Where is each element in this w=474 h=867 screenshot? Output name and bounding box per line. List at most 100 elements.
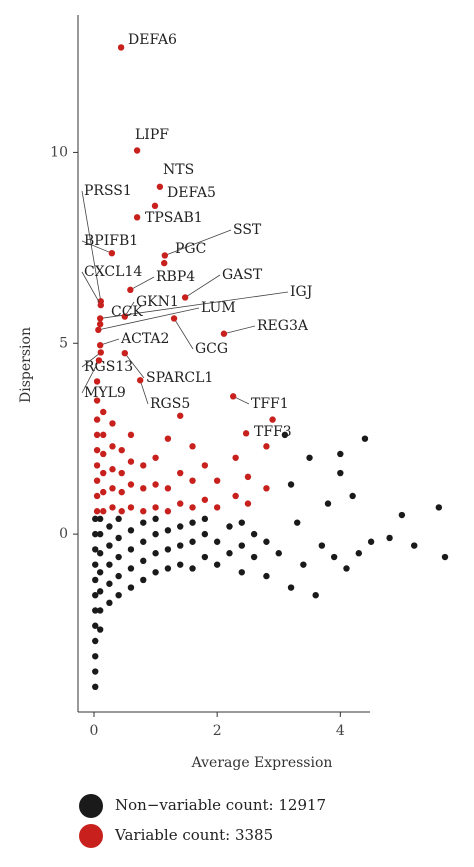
point	[164, 435, 172, 442]
annotated-point	[95, 357, 103, 364]
point	[244, 473, 252, 481]
point	[300, 561, 307, 568]
annotated-point	[108, 249, 116, 257]
point	[337, 469, 344, 477]
point	[92, 683, 99, 691]
leader-line	[139, 380, 149, 405]
point	[152, 530, 159, 538]
point	[96, 569, 104, 576]
point	[189, 443, 196, 450]
point	[177, 469, 184, 477]
leader-line	[98, 307, 200, 331]
point	[92, 530, 99, 538]
point	[269, 416, 276, 423]
x-tick-label: 0	[90, 723, 99, 739]
point	[92, 546, 99, 553]
point	[92, 622, 99, 629]
point	[127, 431, 135, 439]
annotated-point	[136, 377, 144, 384]
point	[106, 523, 113, 530]
annotated-point	[121, 349, 128, 357]
point	[201, 553, 209, 561]
point	[250, 553, 258, 561]
point	[189, 519, 196, 526]
leader-line	[164, 229, 232, 256]
point	[361, 435, 369, 442]
annotation-label: LIPF	[135, 127, 169, 143]
annotation-label: TFF1	[251, 396, 289, 412]
annotated-point	[161, 252, 169, 259]
point	[93, 397, 101, 404]
point	[343, 565, 350, 572]
point	[324, 500, 332, 507]
point	[152, 504, 159, 511]
point	[213, 561, 221, 568]
x-tick-label: 4	[336, 723, 345, 739]
annotation-label: SST	[233, 222, 262, 238]
point	[263, 485, 270, 492]
point	[213, 538, 221, 545]
annotation-label: TPSAB1	[145, 210, 203, 226]
annotated-point	[133, 214, 141, 221]
leader-line	[223, 325, 256, 335]
point	[226, 550, 233, 557]
point	[140, 538, 147, 545]
point	[92, 561, 99, 568]
point	[164, 527, 172, 534]
point	[244, 500, 252, 507]
annotation-label: GKN1	[136, 294, 179, 310]
point	[281, 431, 289, 439]
point	[164, 485, 172, 492]
point	[189, 504, 196, 511]
point	[93, 378, 101, 385]
point	[106, 599, 113, 607]
point	[96, 550, 104, 557]
annotation-label: ACTA2	[120, 331, 169, 347]
annotated-point	[127, 286, 134, 294]
point	[106, 542, 113, 549]
annotated-point	[95, 326, 102, 334]
point	[152, 515, 159, 523]
point	[127, 458, 135, 465]
point	[411, 542, 418, 549]
point	[152, 454, 159, 461]
point	[435, 504, 443, 511]
point	[92, 515, 99, 523]
annotated-point	[242, 430, 250, 437]
leader-line	[173, 318, 194, 350]
point	[100, 488, 107, 496]
point	[118, 508, 125, 515]
leader-line	[100, 291, 289, 319]
point	[127, 504, 135, 511]
point	[127, 481, 135, 488]
point	[226, 523, 233, 530]
point	[177, 561, 184, 568]
point	[201, 496, 209, 503]
y-tick-label: 0	[59, 526, 68, 542]
leader-line	[124, 352, 145, 379]
x-tick-label: 2	[213, 723, 222, 739]
point	[287, 584, 295, 591]
point	[177, 523, 184, 530]
annotation-label: DEFA5	[167, 185, 216, 201]
point	[127, 546, 135, 553]
leader-line	[100, 338, 120, 346]
point	[92, 637, 99, 645]
point	[189, 565, 196, 572]
point	[330, 553, 338, 561]
point	[318, 542, 326, 549]
annotated-point	[181, 294, 189, 301]
leader-line	[81, 360, 100, 394]
annotation-label: SPARCL1	[146, 370, 213, 386]
point	[92, 576, 99, 584]
point	[312, 591, 319, 599]
annotation-label: RGS5	[150, 396, 190, 412]
point	[275, 550, 282, 557]
point	[337, 450, 344, 458]
annotation-label: BPIFB1	[84, 233, 138, 249]
leader-line	[184, 274, 221, 298]
point	[306, 454, 313, 461]
point	[100, 450, 107, 458]
point	[96, 607, 104, 614]
